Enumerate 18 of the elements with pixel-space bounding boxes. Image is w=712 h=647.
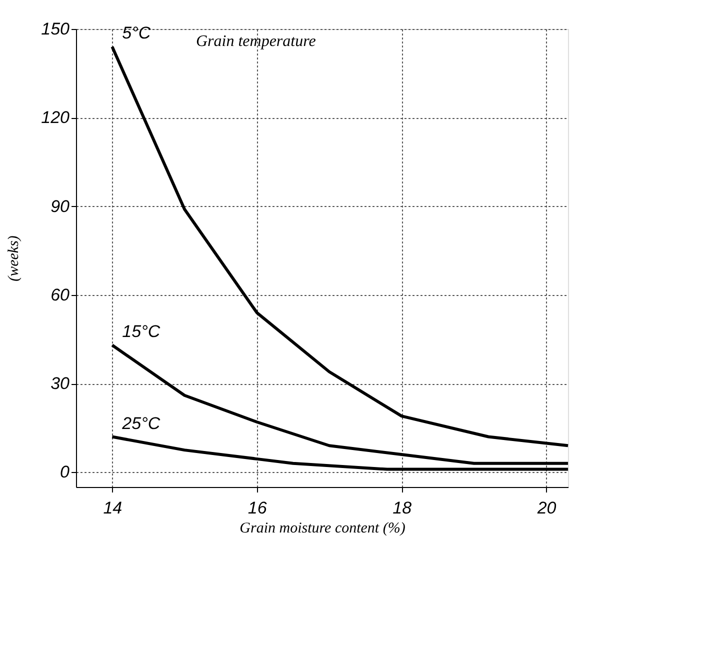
y-tick-label: 60 [50,285,70,304]
series-label: 15°C [122,322,161,342]
y-tick-label: 90 [50,196,70,216]
y-axis-title: (weeks) [6,236,22,282]
series-label: 5°C [122,24,152,43]
x-tick-label: 14 [103,498,122,518]
line-series [110,435,570,471]
x-tick-label: 16 [248,498,268,518]
y-tick-label: 0 [60,462,70,482]
y-tick-label: 120 [41,108,70,128]
x-axis-title: Grain moisture content (%) [240,520,406,536]
line-series [110,344,570,465]
y-tick-label: 30 [50,374,70,394]
x-tick-label: 20 [536,498,557,518]
x-tick-label: 18 [392,498,412,518]
annotation: Grain temperature [196,33,316,50]
y-tick-label: 150 [41,20,70,38]
series-label: 25°C [121,414,161,433]
